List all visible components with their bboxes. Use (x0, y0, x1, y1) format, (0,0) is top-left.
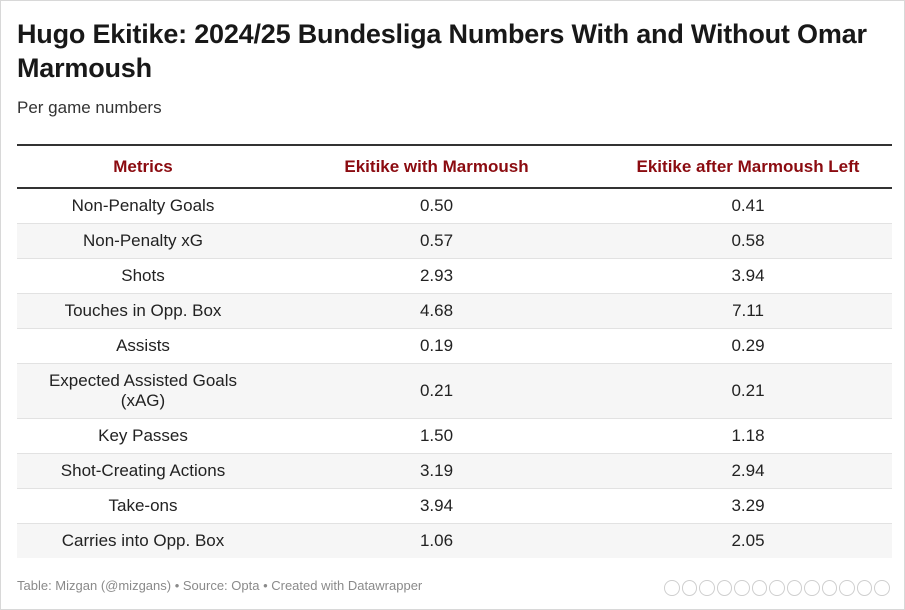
table-row: Shot-Creating Actions 3.19 2.94 (17, 453, 892, 489)
value-after-cell: 7.11 (604, 293, 892, 329)
metric-cell: Shots (17, 258, 269, 294)
metric-cell: Expected Assisted Goals (xAG) (17, 363, 269, 419)
metric-label: Shots (121, 266, 165, 285)
table-header-row: Metrics Ekitike with Marmoush Ekitike af… (17, 145, 892, 189)
value-with-cell: 1.06 (269, 523, 604, 558)
stats-table: Metrics Ekitike with Marmoush Ekitike af… (17, 144, 892, 558)
metric-cell: Non-Penalty xG (17, 223, 269, 259)
table-row: Expected Assisted Goals (xAG) 0.21 0.21 (17, 363, 892, 419)
table-row: Non-Penalty xG 0.57 0.58 (17, 223, 892, 259)
table-row: Assists 0.19 0.29 (17, 328, 892, 364)
table-row: Key Passes 1.50 1.18 (17, 418, 892, 454)
metric-label: Expected Assisted Goals (xAG) (48, 371, 238, 410)
table-row: Non-Penalty Goals 0.50 0.41 (17, 188, 892, 224)
value-after-cell: 0.58 (604, 223, 892, 259)
value-with-cell: 0.19 (269, 328, 604, 364)
value-with-cell: 3.94 (269, 488, 604, 524)
metric-label: Non-Penalty xG (83, 231, 203, 250)
value-with-cell: 0.57 (269, 223, 604, 259)
metric-cell: Shot-Creating Actions (17, 453, 269, 489)
metric-label: Take-ons (108, 496, 178, 515)
column-header-metrics: Metrics (17, 145, 269, 189)
table-row: Take-ons 3.94 3.29 (17, 488, 892, 524)
metric-label: Touches in Opp. Box (64, 301, 222, 320)
table-row: Shots 2.93 3.94 (17, 258, 892, 294)
metric-cell: Non-Penalty Goals (17, 188, 269, 224)
value-after-cell: 3.94 (604, 258, 892, 294)
value-with-cell: 3.19 (269, 453, 604, 489)
column-header-after-marmoush: Ekitike after Marmoush Left (604, 145, 892, 189)
chart-subtitle: Per game numbers (17, 98, 162, 117)
value-with-cell: 2.93 (269, 258, 604, 294)
column-header-with-marmoush: Ekitike with Marmoush (269, 145, 604, 189)
value-after-cell: 2.94 (604, 453, 892, 489)
table-row: Carries into Opp. Box 1.06 2.05 (17, 523, 892, 558)
metric-label: Non-Penalty Goals (71, 196, 215, 215)
value-after-cell: 2.05 (604, 523, 892, 558)
value-with-cell: 1.50 (269, 418, 604, 454)
value-with-cell: 4.68 (269, 293, 604, 329)
value-after-cell: 0.29 (604, 328, 892, 364)
metric-cell: Take-ons (17, 488, 269, 524)
value-after-cell: 3.29 (604, 488, 892, 524)
value-with-cell: 0.50 (269, 188, 604, 224)
metric-cell: Key Passes (17, 418, 269, 454)
value-with-cell: 0.21 (269, 363, 604, 419)
metric-cell: Carries into Opp. Box (17, 523, 269, 558)
value-after-cell: 1.18 (604, 418, 892, 454)
metric-label: Shot-Creating Actions (60, 461, 226, 480)
chart-title: Hugo Ekitike: 2024/25 Bundesliga Numbers… (17, 19, 867, 83)
metric-label: Assists (116, 336, 170, 355)
watermark-logo (664, 575, 890, 601)
metric-label: Key Passes (98, 426, 188, 445)
metric-cell: Assists (17, 328, 269, 364)
metric-label: Carries into Opp. Box (61, 531, 225, 550)
source-footer: Table: Mizgan (@mizgans) • Source: Opta … (17, 578, 423, 593)
metric-cell: Touches in Opp. Box (17, 293, 269, 329)
value-after-cell: 0.41 (604, 188, 892, 224)
value-after-cell: 0.21 (604, 363, 892, 419)
table-row: Touches in Opp. Box 4.68 7.11 (17, 293, 892, 329)
